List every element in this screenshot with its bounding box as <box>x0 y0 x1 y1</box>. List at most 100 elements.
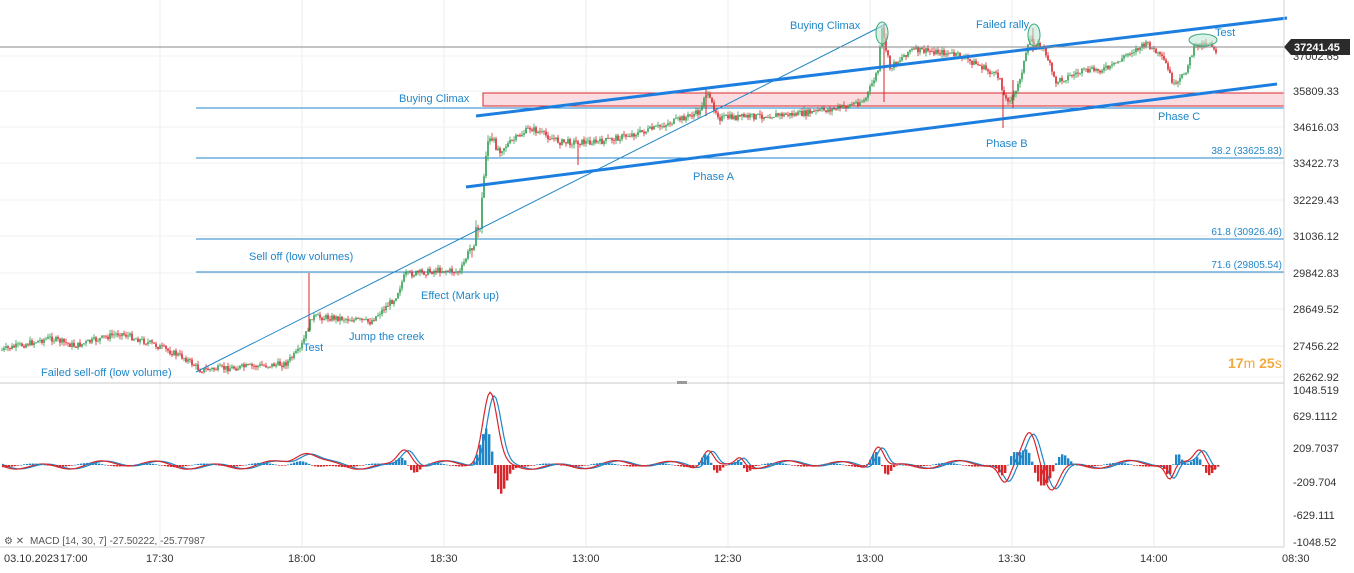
candle <box>359 317 361 321</box>
candle <box>787 111 789 118</box>
macd-histogram-bar <box>1124 463 1127 465</box>
macd-histogram-bar <box>323 465 326 467</box>
candle <box>553 134 555 142</box>
candle <box>1173 79 1175 86</box>
candle <box>1185 72 1187 76</box>
macd-settings-icon[interactable]: ⚙ ✕ <box>4 536 24 547</box>
candle <box>393 299 395 307</box>
candle <box>613 138 615 145</box>
candle <box>355 316 357 321</box>
macd-histogram-bar <box>212 464 215 465</box>
macd-histogram-bar <box>938 463 941 465</box>
macd-histogram-bar <box>719 465 722 471</box>
macd-histogram-bar <box>737 460 740 465</box>
candle <box>1191 54 1193 58</box>
macd-histogram-bar <box>605 462 608 465</box>
time-axis: 03.10.2023 17:00 17:30 18:00 18:30 13:00 12:30… <box>4 553 1310 565</box>
candle <box>407 270 409 275</box>
macd-histogram-bar <box>425 464 428 466</box>
candle <box>725 114 727 116</box>
macd-histogram-bar <box>176 465 179 468</box>
macd-histogram-bar <box>365 464 368 465</box>
candle <box>795 111 797 117</box>
macd-histogram-bar <box>23 464 26 465</box>
candle <box>427 267 429 276</box>
candle <box>77 342 79 350</box>
price-tick-label: 27456.22 <box>1293 341 1339 353</box>
macd-histogram-bar <box>455 465 458 467</box>
macd-histogram-bar <box>821 464 824 465</box>
macd-histogram-bar <box>389 463 392 465</box>
panel-resize-handle[interactable] <box>677 381 687 384</box>
candle <box>793 109 795 118</box>
candle <box>269 366 271 369</box>
macd-histogram-bar <box>1160 465 1163 467</box>
macd-histogram-bar <box>1166 465 1169 475</box>
candle <box>349 318 351 322</box>
macd-histogram-bar <box>1172 464 1175 465</box>
candle <box>133 338 135 342</box>
candle <box>95 336 97 346</box>
macd-histogram-bar <box>107 465 110 466</box>
macd-histogram-bar <box>980 465 983 467</box>
macd-histogram-bar <box>578 465 581 467</box>
candle <box>745 113 747 119</box>
macd-histogram-bar <box>869 459 872 465</box>
macd-histogram-bar <box>962 465 965 466</box>
macd-histogram-bar <box>797 465 800 467</box>
candle <box>675 114 677 120</box>
macd-histogram-bar <box>572 465 575 467</box>
candle <box>445 269 447 276</box>
candle <box>131 330 133 341</box>
candle <box>301 339 303 351</box>
candle <box>447 269 449 272</box>
macd-histogram-bar <box>1127 463 1130 465</box>
candle <box>1055 75 1057 87</box>
candle <box>353 317 355 323</box>
macd-histogram-bar <box>899 464 902 466</box>
candle <box>761 111 763 123</box>
macd-histogram-bar <box>839 464 842 465</box>
candle <box>451 265 453 276</box>
macd-histogram-bar <box>1133 465 1136 466</box>
macd-histogram-bar <box>923 465 926 467</box>
candle <box>697 108 699 119</box>
macd-histogram-bar <box>932 464 935 466</box>
macd-histogram-bar <box>1181 459 1184 465</box>
macd-histogram-bar <box>257 462 260 465</box>
macd-histogram-bar <box>743 465 746 469</box>
candle <box>1089 66 1091 74</box>
macd-histogram-bar <box>725 465 728 466</box>
candle <box>721 113 723 122</box>
candle <box>709 91 711 99</box>
macd-histogram-bar <box>68 465 71 466</box>
macd-histogram-bar <box>1115 462 1118 465</box>
candle <box>19 341 21 346</box>
macd-histogram-bar <box>503 465 506 489</box>
candle <box>551 134 553 140</box>
macd-histogram-bar <box>200 463 203 465</box>
macd-histogram-bar <box>836 463 839 465</box>
candle <box>831 107 833 116</box>
candle <box>753 113 755 122</box>
macd-histogram-bar <box>875 452 878 465</box>
candle <box>945 50 947 58</box>
candle <box>1111 61 1113 69</box>
macd-histogram-bar <box>608 463 611 465</box>
macd-histogram-bar <box>86 462 89 465</box>
candle <box>93 334 95 341</box>
candle <box>13 343 15 349</box>
candle <box>647 125 649 133</box>
candle <box>1015 90 1017 98</box>
macd-histogram-bar <box>527 465 530 467</box>
macd-histogram-bar <box>1139 465 1142 467</box>
macd-histogram-bar <box>275 464 278 466</box>
candle <box>633 132 635 141</box>
candle <box>637 128 639 137</box>
candle <box>731 112 733 120</box>
candle <box>821 106 823 112</box>
macd-histogram-bar <box>236 465 239 467</box>
candle <box>295 349 297 354</box>
candle <box>507 141 509 148</box>
